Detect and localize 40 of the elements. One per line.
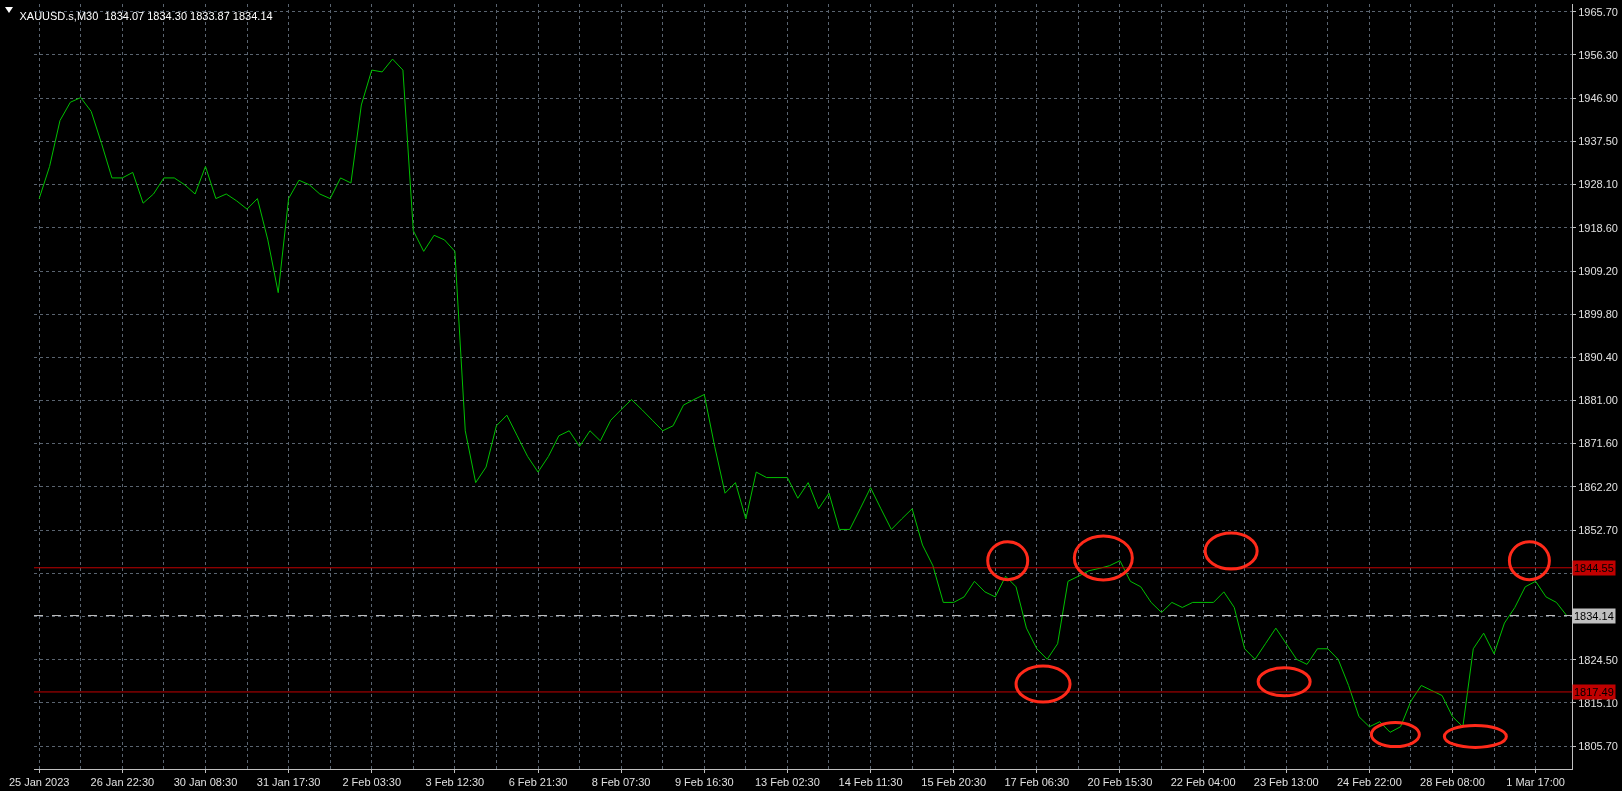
x-tick-label: 26 Jan 22:30 bbox=[90, 776, 155, 789]
x-tick-label: 2 Feb 03:30 bbox=[342, 776, 402, 789]
line-series bbox=[38, 58, 1568, 733]
y-tick-label: 1965.70 bbox=[1578, 5, 1618, 18]
x-tick-label: 13 Feb 02:30 bbox=[754, 776, 820, 789]
ref-line-label: 1817.49 bbox=[1574, 686, 1614, 698]
y-tick-label: 1881.00 bbox=[1578, 394, 1618, 407]
y-tick-label: 1890.40 bbox=[1578, 351, 1618, 364]
x-tick-label: 23 Feb 13:00 bbox=[1253, 776, 1319, 789]
y-tick-label: 1928.10 bbox=[1578, 178, 1618, 191]
y-tick-label: 1852.70 bbox=[1578, 524, 1618, 537]
y-tick-label: 1937.50 bbox=[1578, 135, 1618, 148]
x-tick-label: 14 Feb 11:30 bbox=[838, 776, 903, 789]
x-tick-label: 30 Jan 08:30 bbox=[173, 776, 238, 789]
ref-line-label: 1844.55 bbox=[1574, 562, 1614, 574]
y-tick-label: 1909.20 bbox=[1578, 264, 1618, 277]
x-tick-label: 17 Feb 06:30 bbox=[1004, 776, 1070, 789]
x-tick-label: 25 Jan 2023 bbox=[8, 776, 70, 789]
y-tick-label: 1918.60 bbox=[1578, 221, 1618, 234]
x-tick-label: 3 Feb 12:30 bbox=[425, 776, 485, 789]
x-tick-label: 8 Feb 07:30 bbox=[591, 776, 651, 789]
x-tick-label: 15 Feb 20:30 bbox=[921, 776, 987, 789]
x-tick-label: 28 Feb 08:00 bbox=[1420, 776, 1485, 789]
y-tick-label: 1956.30 bbox=[1578, 48, 1618, 61]
y-tick-label: 1899.80 bbox=[1578, 308, 1618, 321]
x-tick-label: 22 Feb 04:00 bbox=[1170, 776, 1236, 789]
y-tick-label: 1805.70 bbox=[1578, 739, 1618, 752]
x-tick-label: 6 Feb 21:30 bbox=[508, 776, 568, 789]
y-tick-label: 1862.20 bbox=[1578, 480, 1618, 493]
ref-line-label: 1834.14 bbox=[1574, 610, 1614, 622]
x-tick-label: 9 Feb 16:30 bbox=[674, 776, 734, 789]
y-tick-label: 1871.60 bbox=[1578, 437, 1618, 450]
x-tick-label: 20 Feb 15:30 bbox=[1087, 776, 1153, 789]
x-tick-label: 1 Mar 17:00 bbox=[1506, 776, 1565, 789]
x-tick-label: 31 Jan 17:30 bbox=[256, 776, 321, 789]
y-tick-label: 1946.90 bbox=[1578, 91, 1618, 104]
y-tick-label: 1824.50 bbox=[1578, 653, 1618, 666]
y-tick-label: 1815.10 bbox=[1578, 696, 1618, 709]
x-tick-label: 24 Feb 22:00 bbox=[1336, 776, 1402, 789]
text: XAUUSD.s,M30 1834.07 1834.30 1833.87 1834.14 bbox=[19, 9, 273, 22]
